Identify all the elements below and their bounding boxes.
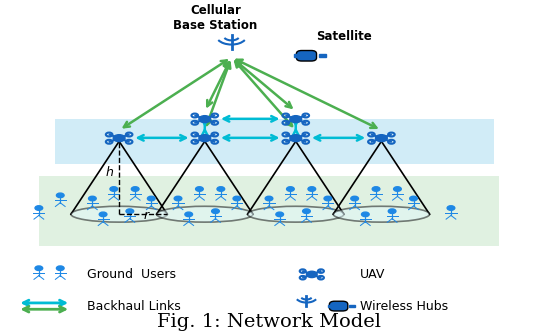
Text: Wireless Hubs: Wireless Hubs [360,300,448,312]
Circle shape [199,135,211,142]
Polygon shape [39,176,499,246]
Circle shape [307,271,317,278]
Circle shape [308,187,316,191]
Ellipse shape [247,206,344,222]
Circle shape [114,135,125,142]
Circle shape [126,209,133,213]
Circle shape [265,196,273,201]
Circle shape [324,196,332,201]
Circle shape [35,206,43,210]
Circle shape [35,266,43,270]
Circle shape [388,209,396,213]
Bar [328,305,334,307]
Bar [349,305,355,307]
Circle shape [56,266,64,270]
Circle shape [351,196,358,201]
Bar [294,54,301,57]
Circle shape [89,196,96,201]
Circle shape [394,187,401,191]
Circle shape [211,209,220,213]
Circle shape [447,206,455,210]
Text: r: r [143,209,148,222]
Circle shape [362,212,369,217]
Circle shape [276,212,284,217]
Circle shape [287,187,294,191]
Circle shape [199,116,211,123]
FancyBboxPatch shape [329,301,348,311]
Circle shape [409,196,417,201]
Circle shape [290,116,302,123]
Circle shape [290,135,302,142]
Circle shape [99,212,107,217]
Ellipse shape [157,206,253,222]
Text: Ground  Users: Ground Users [87,268,176,281]
Ellipse shape [333,206,429,222]
Text: h: h [106,166,114,179]
Circle shape [110,187,118,191]
FancyBboxPatch shape [296,50,316,61]
Circle shape [174,196,182,201]
Circle shape [303,209,310,213]
Text: Satellite: Satellite [316,30,372,43]
Text: Cellular
Base Station: Cellular Base Station [173,4,258,32]
Circle shape [372,187,380,191]
Bar [320,54,327,57]
Polygon shape [55,119,494,164]
Circle shape [217,187,225,191]
Ellipse shape [71,206,167,222]
Circle shape [185,212,193,217]
Circle shape [233,196,240,201]
Circle shape [131,187,139,191]
Circle shape [196,187,203,191]
Circle shape [376,135,387,142]
Circle shape [147,196,155,201]
Text: Backhaul Links: Backhaul Links [87,300,181,312]
Text: UAV: UAV [360,268,385,281]
Circle shape [56,193,64,198]
Text: Fig. 1: Network Model: Fig. 1: Network Model [157,313,381,331]
